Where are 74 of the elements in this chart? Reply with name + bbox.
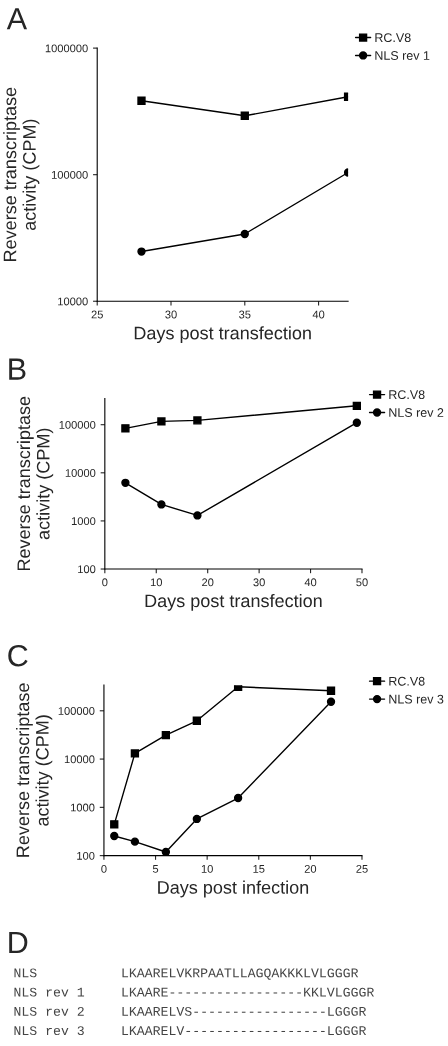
x-axis-title: Days post infection: [158, 880, 309, 898]
x-tick-label: 20: [202, 578, 214, 587]
point: [110, 831, 119, 841]
point: [352, 401, 362, 410]
x-tick-label: 0: [101, 864, 107, 873]
y-tick-label: 1000: [71, 517, 96, 526]
x-axis-title: Days post transfection: [134, 326, 311, 344]
y-tick-label: 10000: [64, 755, 95, 764]
y-tick-label: 100000: [59, 420, 96, 429]
point: [130, 837, 140, 846]
y-tick-label: 1000: [71, 803, 95, 812]
x-tick-label: 25: [91, 310, 103, 319]
point: [157, 417, 166, 426]
x-tick-label: 40: [312, 310, 325, 319]
chart-title: C: [8, 644, 28, 667]
point: [192, 814, 202, 824]
point: [326, 697, 336, 706]
point: [233, 793, 243, 803]
point: [121, 478, 130, 487]
x-tick-label: 30: [253, 578, 265, 587]
point: [161, 730, 171, 740]
y-tick-label: 100: [78, 565, 96, 574]
x-tick-label: 30: [165, 310, 177, 319]
legend-label: NLS rev 2: [389, 408, 444, 417]
chart-title: A: [6, 8, 28, 30]
y-axis-title: Reverse transcriptase activity (CPM): [16, 683, 53, 857]
x-tick-label: 15: [253, 865, 265, 873]
text: LKAARELVKRPAATLLAGQAKKKLVLGGGR: [122, 968, 359, 980]
x-tick-label: 25: [356, 864, 368, 873]
point: [193, 511, 202, 520]
y-tick-label: 100: [77, 851, 95, 860]
text: LKAARELV------------------LGGGR: [122, 1026, 367, 1036]
point: [326, 686, 336, 695]
y-tick-label: 100000: [51, 170, 88, 179]
point: [161, 847, 171, 856]
text: NLS rev 1: [14, 987, 85, 997]
text: NLS rev 3: [14, 1026, 84, 1036]
text: D: [9, 932, 28, 954]
point: [137, 247, 146, 256]
x-tick-label: 20: [304, 864, 317, 873]
x-tick-label: 35: [239, 310, 251, 319]
legend-label: RC.V8: [375, 33, 411, 43]
x-axis-title: Days post transfection: [145, 593, 322, 611]
x-tick-label: 0: [102, 578, 108, 587]
x-tick-label: 10: [201, 864, 213, 873]
point: [240, 229, 249, 239]
point: [110, 820, 119, 829]
x-tick-label: 5: [152, 865, 159, 873]
point: [130, 749, 140, 758]
x-tick-label: 10: [150, 578, 163, 587]
point: [240, 111, 249, 120]
point: [352, 418, 362, 427]
y-axis-title: Reverse transcriptase activity (CPM): [3, 87, 40, 261]
point: [192, 716, 202, 725]
legend-label: RC.V8: [389, 676, 425, 686]
text: NLS rev 2: [14, 1006, 84, 1016]
legend-label: NLS rev 3: [389, 694, 444, 704]
legend-label: RC.V8: [389, 390, 425, 400]
text: LKAARELVS-----------------LGGGR: [122, 1006, 367, 1016]
chart-title: B: [9, 358, 26, 380]
x-tick-label: 50: [356, 578, 368, 587]
y-tick-label: 10000: [58, 297, 88, 306]
text: LKAARE-----------------KKLVLGGGR: [122, 987, 374, 997]
legend-label: NLS rev 1: [375, 51, 430, 60]
y-tick-label: 10000: [65, 469, 96, 477]
point: [157, 500, 166, 509]
y-axis-title: Reverse transcriptase activity (CPM): [16, 396, 54, 571]
y-tick-label: 1000000: [45, 44, 88, 53]
point: [137, 96, 146, 105]
point: [193, 416, 202, 425]
point: [121, 424, 130, 433]
x-tick-label: 40: [304, 578, 317, 587]
y-tick-label: 100000: [58, 707, 95, 715]
text: NLS: [14, 968, 37, 978]
